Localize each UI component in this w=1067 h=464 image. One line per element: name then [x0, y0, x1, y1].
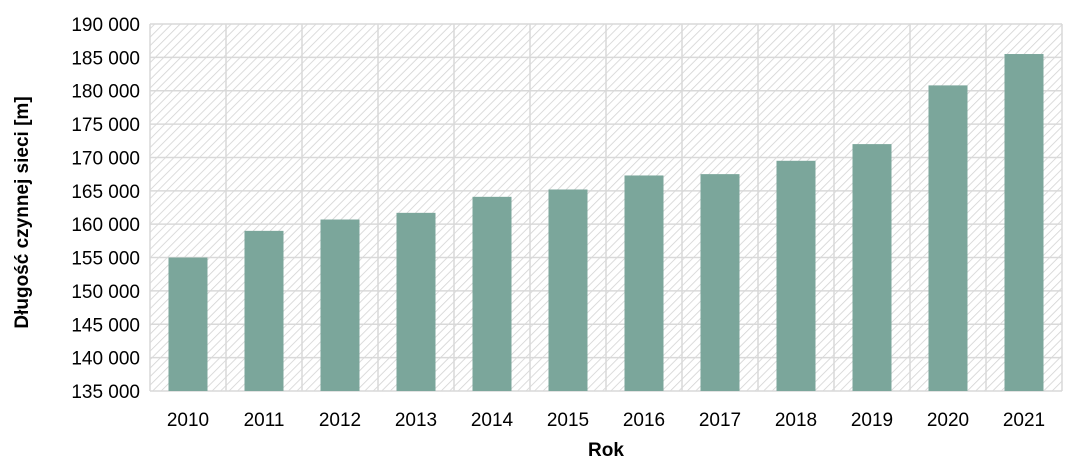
bar-2021 — [1004, 54, 1044, 391]
x-tick-label: 2012 — [319, 410, 361, 431]
x-tick-label: 2013 — [395, 410, 437, 431]
x-tick-label: 2011 — [244, 410, 285, 431]
bar-2014 — [472, 196, 512, 391]
gridlines — [149, 23, 1063, 392]
x-tick-label: 2019 — [851, 410, 893, 431]
x-axis-ticks: 2010 2011 2012 2013 2014 2015 2016 2017 2018 2019… — [167, 410, 1045, 431]
x-axis-title: Rok — [588, 440, 624, 461]
y-axis-title: Długość czynnej sieci [m] — [12, 96, 33, 328]
y-tick-label: 150 000 — [71, 282, 140, 303]
y-tick-label: 170 000 — [71, 148, 140, 169]
y-tick-label: 175 000 — [71, 115, 140, 136]
x-tick-label: 2018 — [775, 410, 817, 431]
bar-2020 — [928, 85, 968, 391]
y-tick-label: 185 000 — [71, 48, 140, 69]
y-tick-label: 190 000 — [71, 15, 140, 36]
bar-2010 — [168, 257, 208, 391]
x-tick-label: 2014 — [471, 410, 514, 431]
bar-2019 — [852, 144, 892, 391]
y-tick-label: 180 000 — [71, 82, 140, 103]
y-axis-ticks: 135 000 140 000 145 000 150 000 155 000 160 0… — [71, 15, 140, 403]
bar-2016 — [624, 175, 664, 391]
y-tick-label: 160 000 — [71, 215, 140, 236]
x-tick-label: 2017 — [699, 410, 741, 431]
y-tick-label: 140 000 — [71, 349, 140, 370]
bar-2013 — [396, 212, 436, 391]
bar-2011 — [244, 230, 284, 391]
y-tick-label: 135 000 — [71, 382, 140, 403]
bar-2017 — [700, 174, 740, 391]
y-tick-label: 155 000 — [71, 249, 140, 270]
bar-2015 — [548, 189, 588, 391]
bar-2018 — [776, 160, 816, 391]
x-tick-label: 2010 — [167, 410, 209, 431]
x-tick-label: 2016 — [623, 410, 665, 431]
bar-2012 — [320, 219, 360, 391]
bars — [168, 54, 1044, 391]
x-tick-label: 2015 — [547, 410, 589, 431]
y-tick-label: 145 000 — [71, 315, 140, 336]
x-tick-label: 2021 — [1003, 410, 1045, 431]
y-tick-label: 165 000 — [71, 182, 140, 203]
x-tick-label: 2020 — [927, 410, 969, 431]
